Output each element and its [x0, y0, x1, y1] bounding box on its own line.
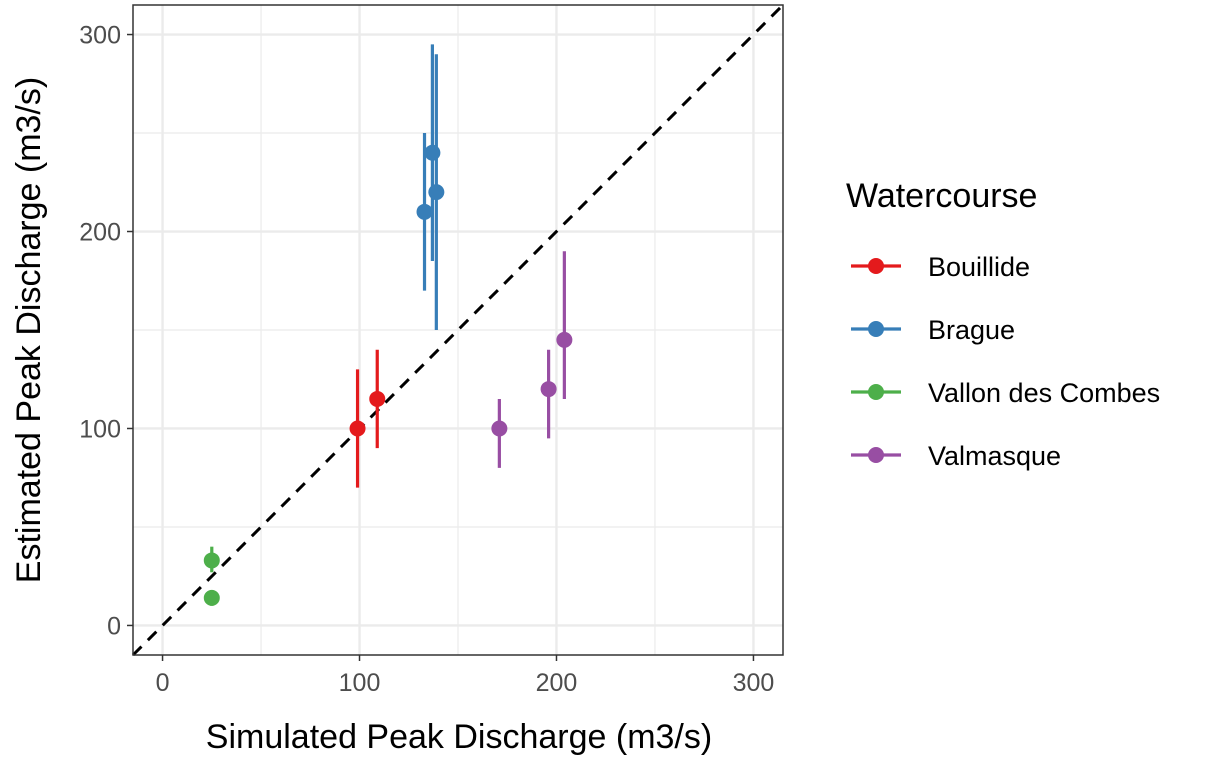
x-tick-label: 0 [156, 669, 170, 697]
point-bouillide [369, 390, 386, 407]
point-brague [424, 144, 441, 161]
point-vallon-des-combes [203, 589, 220, 606]
y-axis: 0 100 200 300 [79, 22, 133, 640]
legend-title: Watercourse [846, 177, 1037, 215]
x-axis: 0 100 200 300 [156, 655, 775, 697]
data-marks [203, 44, 573, 606]
legend-label-vallon-des-combes: Vallon des Combes [928, 378, 1160, 408]
reference-line-dashed [131, 3, 785, 657]
y-tick-label: 200 [79, 219, 121, 247]
legend-key-point-brague [868, 321, 884, 337]
point-brague [428, 184, 445, 201]
legend-key-point-vallon-des-combes [868, 384, 884, 400]
y-axis-title: Estimated Peak Discharge (m3/s) [10, 77, 48, 583]
legend-label-bouillide: Bouillide [928, 252, 1030, 282]
point-valmasque [556, 331, 573, 348]
point-valmasque [540, 381, 557, 398]
x-tick-label: 100 [339, 669, 381, 697]
y-tick-label: 0 [107, 612, 121, 640]
x-axis-title: Simulated Peak Discharge (m3/s) [206, 718, 712, 756]
point-valmasque [491, 420, 508, 437]
y-tick-label: 300 [79, 22, 121, 50]
panel-border [132, 4, 784, 656]
x-tick-label: 300 [733, 669, 775, 697]
legend-label-valmasque: Valmasque [928, 441, 1061, 471]
legend-key-point-bouillide [868, 258, 884, 274]
legend-label-brague: Brague [928, 315, 1015, 345]
point-bouillide [349, 420, 366, 437]
legend: Watercourse Bouillide Brague Vallon des Co… [846, 177, 1160, 471]
point-brague [416, 203, 433, 220]
grid [133, 5, 783, 655]
reference-line-group [131, 3, 785, 657]
x-tick-label: 200 [536, 669, 578, 697]
point-vallon-des-combes [203, 552, 220, 569]
legend-key-point-valmasque [868, 447, 884, 463]
y-tick-label: 100 [79, 415, 121, 443]
